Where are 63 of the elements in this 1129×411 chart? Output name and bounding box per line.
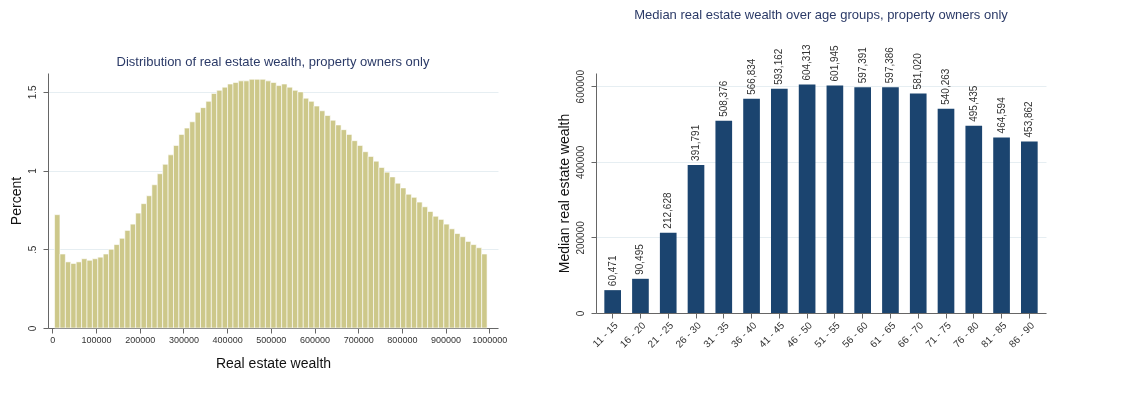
data-label: 593,162: [773, 48, 785, 85]
y-tick-label: 1.5: [26, 85, 38, 100]
data-label: 581,020: [912, 52, 924, 90]
bar: [854, 87, 871, 313]
y-tick-label: 1: [26, 167, 38, 174]
bar: [659, 232, 677, 313]
bar: [632, 278, 649, 313]
x-tick-label: 100000: [81, 334, 112, 345]
y-tick-label: .5: [26, 245, 38, 254]
x-tick-label: 46 - 50: [784, 319, 815, 350]
bar: [882, 87, 899, 313]
x-tick-label: 21 - 25: [645, 319, 676, 350]
y-tick-label: 0: [26, 325, 38, 332]
x-tick-label: 41 - 45: [756, 319, 787, 350]
chart-title: Distribution of real estate wealth, property owners only: [116, 54, 430, 69]
data-label: 453,862: [1023, 100, 1035, 138]
x-tick-label: 500000: [256, 334, 287, 345]
data-label: 508,376: [717, 80, 729, 117]
data-label: 212,628: [662, 192, 674, 229]
data-label: 601,945: [828, 44, 840, 82]
data-label: 495,435: [967, 85, 979, 122]
data-label: 604,313: [801, 44, 813, 81]
x-tick-label: 600000: [299, 334, 331, 345]
bar: [604, 290, 621, 313]
y-axis-title: Percent: [7, 176, 24, 226]
bar: [771, 88, 788, 313]
data-label: 464,594: [995, 96, 1007, 134]
x-tick-label: 200000: [125, 334, 156, 345]
x-tick-label: 800000: [387, 334, 418, 345]
data-label: 60,471: [606, 255, 618, 287]
x-tick-label: 0: [50, 334, 56, 345]
data-label: 90,495: [634, 243, 646, 275]
x-tick-label: 700000: [343, 334, 374, 345]
data-label: 597,391: [856, 46, 868, 84]
bar: [798, 84, 816, 313]
chart-title: Median real estate wealth over age groups, property owners only: [634, 7, 1009, 23]
bar: [743, 98, 760, 313]
bar: [1021, 141, 1038, 313]
bar: [937, 108, 955, 313]
bar: [993, 137, 1010, 313]
bar: [826, 85, 844, 313]
data-label: 597,386: [884, 46, 896, 84]
x-tick-label: 26 - 30: [673, 319, 704, 350]
data-label: 391,791: [690, 124, 701, 161]
bar: [965, 125, 983, 313]
x-tick-label: 71 - 75: [923, 319, 954, 350]
bar: [909, 93, 927, 313]
data-label: 540,263: [940, 68, 951, 105]
y-tick-label: 200000: [574, 220, 586, 255]
x-tick-label: 1000000: [472, 334, 508, 345]
x-tick-label: 66 - 70: [895, 319, 926, 350]
y-axis-title: Median real estate wealth: [555, 113, 572, 274]
bar: [715, 120, 733, 313]
x-tick-label: 300000: [168, 334, 199, 345]
data-label: 566,834: [745, 58, 757, 95]
bar: [687, 164, 705, 313]
y-tick-label: 400000: [574, 145, 586, 180]
y-tick-label: 600000: [574, 69, 586, 104]
y-tick-label: 0: [574, 310, 586, 317]
x-axis-title: Real estate wealth: [215, 354, 332, 371]
x-tick-label: 400000: [212, 334, 243, 345]
x-tick-label: 900000: [431, 334, 462, 345]
x-tick-label: 86 - 90: [1006, 319, 1037, 350]
